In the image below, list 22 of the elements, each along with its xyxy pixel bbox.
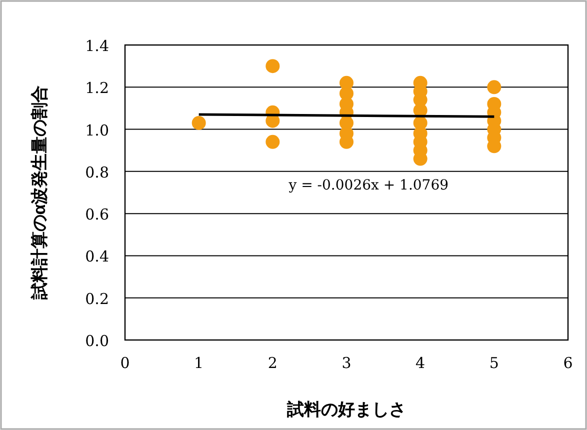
y-tick-label: 1.4 xyxy=(85,37,109,55)
point xyxy=(266,134,280,149)
x-tick-label: 6 xyxy=(563,354,573,372)
x-tick-label: 0 xyxy=(120,354,130,372)
y-tick-label: 0.6 xyxy=(85,206,109,224)
x-tick-label: 5 xyxy=(489,354,499,372)
y-tick-label: 0.4 xyxy=(85,248,109,266)
x-tick-label: 1 xyxy=(194,354,204,372)
y-tick-label: 0.8 xyxy=(85,163,109,182)
y-tick-label: 1.2 xyxy=(85,79,109,98)
y-axis-title: 試料計算のα波発生量の割合 xyxy=(30,85,49,301)
y-tick-label: 1.0 xyxy=(85,121,109,140)
point xyxy=(266,59,280,74)
x-tick-label: 2 xyxy=(268,354,278,372)
y-tick-label: 0.2 xyxy=(85,290,109,308)
annotation: y = -0.0026x + 1.0769 xyxy=(288,178,449,194)
point xyxy=(192,116,206,130)
y-tick-label: 0.0 xyxy=(85,332,109,350)
x-tick-label: 4 xyxy=(416,354,426,372)
point xyxy=(487,80,502,94)
x-tick-label: 3 xyxy=(342,354,352,372)
x-axis-title: 試料の好ましさ xyxy=(286,400,406,419)
